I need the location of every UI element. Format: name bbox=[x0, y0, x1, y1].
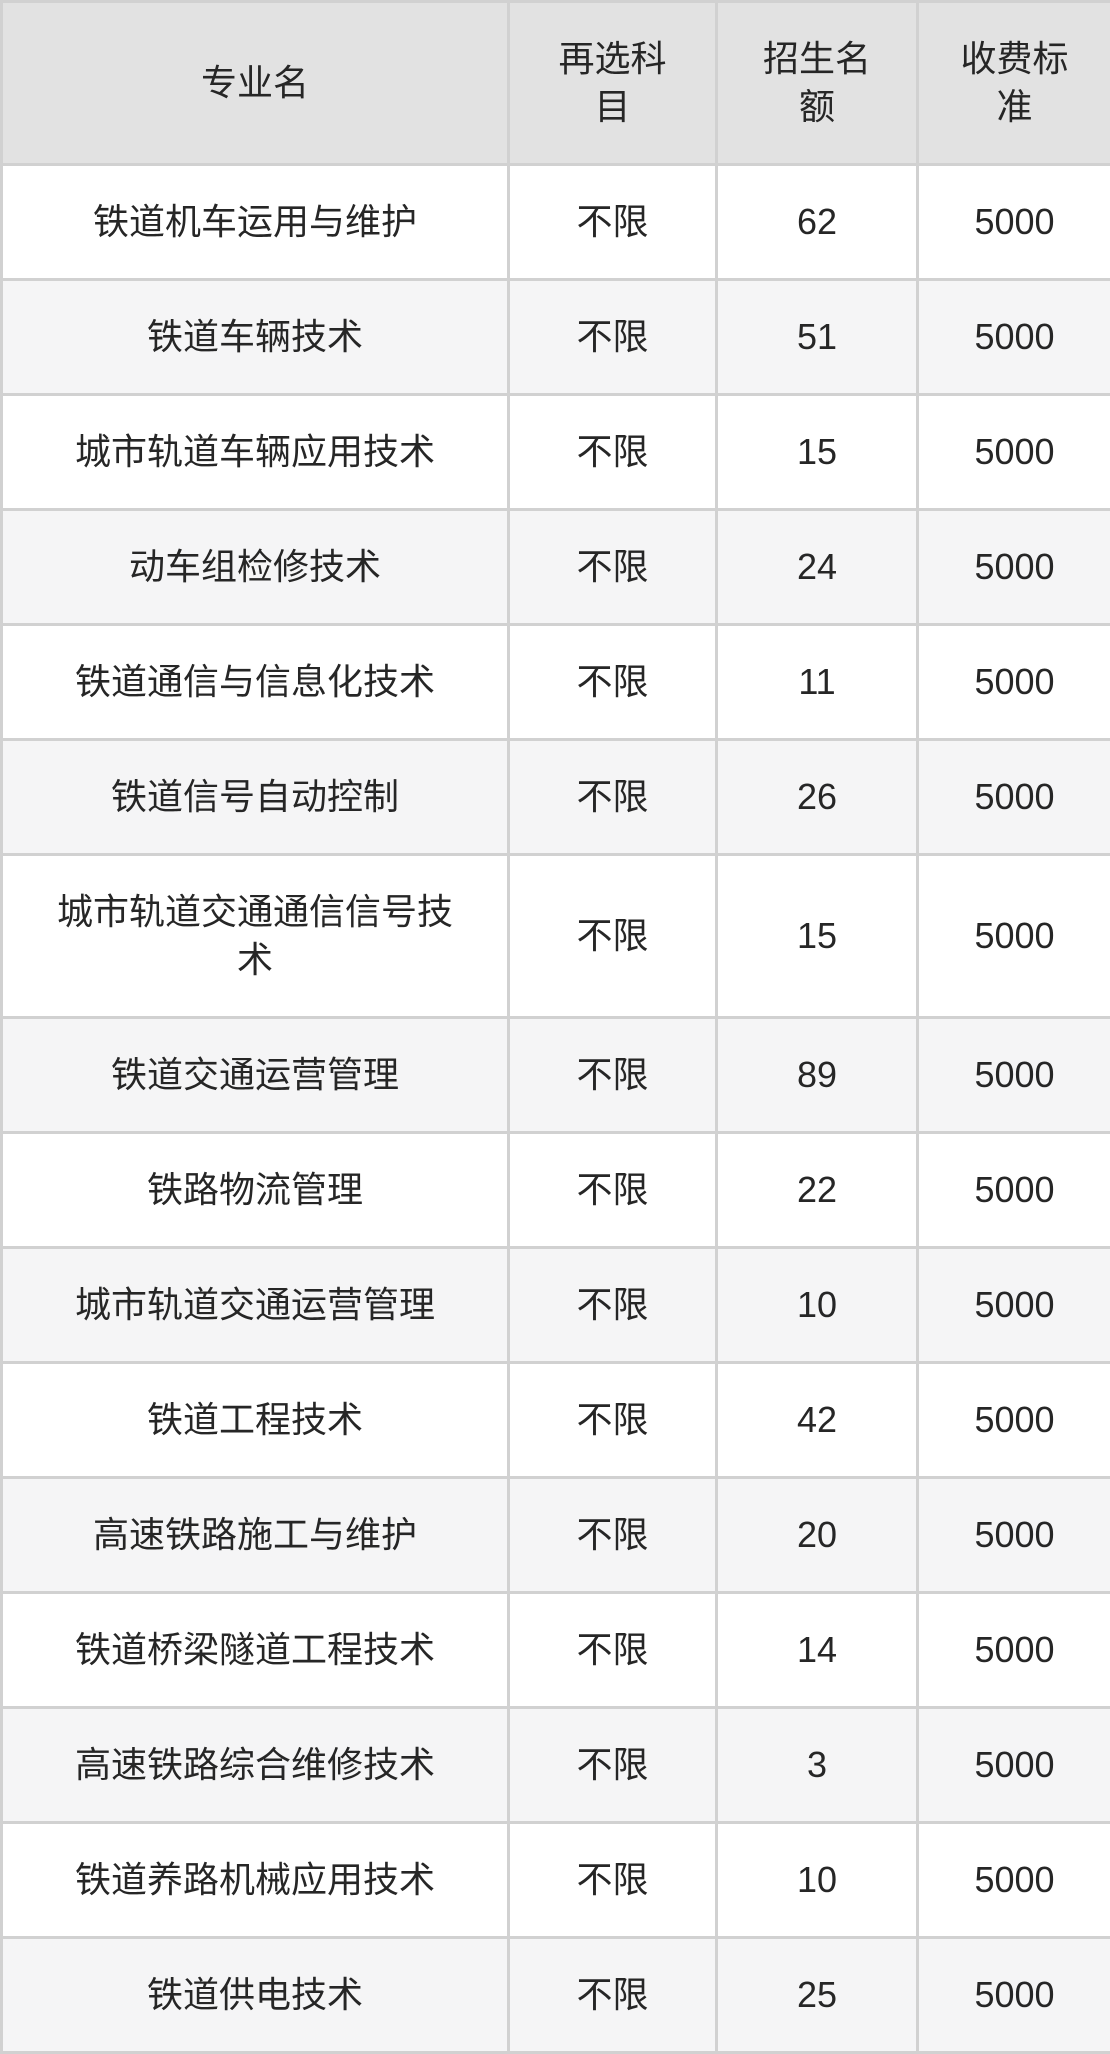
cell-fee-standard: 5000 bbox=[918, 1478, 1110, 1593]
cell-reselect-subject: 不限 bbox=[509, 510, 717, 625]
cell-major-name: 铁路物流管理 bbox=[2, 1133, 509, 1248]
cell-major-name: 城市轨道车辆应用技术 bbox=[2, 395, 509, 510]
cell-major-name: 铁道车辆技术 bbox=[2, 280, 509, 395]
cell-reselect-subject: 不限 bbox=[509, 1133, 717, 1248]
cell-enrollment-quota: 26 bbox=[717, 740, 918, 855]
cell-enrollment-quota: 42 bbox=[717, 1363, 918, 1478]
cell-major-name: 城市轨道交通通信信号技术 bbox=[2, 855, 509, 1018]
cell-enrollment-quota: 3 bbox=[717, 1708, 918, 1823]
cell-enrollment-quota: 51 bbox=[717, 280, 918, 395]
cell-enrollment-quota: 10 bbox=[717, 1823, 918, 1938]
cell-enrollment-quota: 22 bbox=[717, 1133, 918, 1248]
cell-reselect-subject: 不限 bbox=[509, 1823, 717, 1938]
cell-major-name: 铁道桥梁隧道工程技术 bbox=[2, 1593, 509, 1708]
cell-major-name: 铁道供电技术 bbox=[2, 1938, 509, 2053]
cell-fee-standard: 5000 bbox=[918, 1823, 1110, 1938]
cell-fee-standard: 5000 bbox=[918, 1593, 1110, 1708]
cell-enrollment-quota: 89 bbox=[717, 1018, 918, 1133]
cell-major-name: 铁道工程技术 bbox=[2, 1363, 509, 1478]
column-header-major-name: 专业名 bbox=[2, 2, 509, 165]
cell-fee-standard: 5000 bbox=[918, 1938, 1110, 2053]
cell-major-name: 高速铁路施工与维护 bbox=[2, 1478, 509, 1593]
cell-reselect-subject: 不限 bbox=[509, 1018, 717, 1133]
cell-enrollment-quota: 62 bbox=[717, 165, 918, 280]
cell-fee-standard: 5000 bbox=[918, 1248, 1110, 1363]
cell-fee-standard: 5000 bbox=[918, 165, 1110, 280]
cell-major-name: 铁道养路机械应用技术 bbox=[2, 1823, 509, 1938]
cell-reselect-subject: 不限 bbox=[509, 1938, 717, 2053]
cell-major-name: 高速铁路综合维修技术 bbox=[2, 1708, 509, 1823]
cell-enrollment-quota: 11 bbox=[717, 625, 918, 740]
cell-fee-standard: 5000 bbox=[918, 280, 1110, 395]
cell-enrollment-quota: 10 bbox=[717, 1248, 918, 1363]
cell-reselect-subject: 不限 bbox=[509, 1708, 717, 1823]
cell-enrollment-quota: 15 bbox=[717, 395, 918, 510]
cell-reselect-subject: 不限 bbox=[509, 1593, 717, 1708]
cell-enrollment-quota: 20 bbox=[717, 1478, 918, 1593]
cell-reselect-subject: 不限 bbox=[509, 1248, 717, 1363]
cell-reselect-subject: 不限 bbox=[509, 1363, 717, 1478]
column-header-enrollment-quota: 招生名额 bbox=[717, 2, 918, 165]
cell-fee-standard: 5000 bbox=[918, 1018, 1110, 1133]
column-header-fee-standard: 收费标准 bbox=[918, 2, 1110, 165]
cell-fee-standard: 5000 bbox=[918, 510, 1110, 625]
cell-major-name: 铁道机车运用与维护 bbox=[2, 165, 509, 280]
cell-reselect-subject: 不限 bbox=[509, 855, 717, 1018]
cell-reselect-subject: 不限 bbox=[509, 740, 717, 855]
cell-major-name: 动车组检修技术 bbox=[2, 510, 509, 625]
cell-reselect-subject: 不限 bbox=[509, 395, 717, 510]
cell-reselect-subject: 不限 bbox=[509, 280, 717, 395]
cell-major-name: 铁道通信与信息化技术 bbox=[2, 625, 509, 740]
cell-fee-standard: 5000 bbox=[918, 395, 1110, 510]
cell-enrollment-quota: 24 bbox=[717, 510, 918, 625]
cell-fee-standard: 5000 bbox=[918, 740, 1110, 855]
cell-enrollment-quota: 15 bbox=[717, 855, 918, 1018]
cell-fee-standard: 5000 bbox=[918, 1363, 1110, 1478]
cell-major-name: 城市轨道交通运营管理 bbox=[2, 1248, 509, 1363]
cell-reselect-subject: 不限 bbox=[509, 625, 717, 740]
cell-reselect-subject: 不限 bbox=[509, 165, 717, 280]
cell-major-name: 铁道信号自动控制 bbox=[2, 740, 509, 855]
cell-fee-standard: 5000 bbox=[918, 625, 1110, 740]
cell-fee-standard: 5000 bbox=[918, 1133, 1110, 1248]
cell-enrollment-quota: 25 bbox=[717, 1938, 918, 2053]
cell-reselect-subject: 不限 bbox=[509, 1478, 717, 1593]
cell-major-name: 铁道交通运营管理 bbox=[2, 1018, 509, 1133]
cell-fee-standard: 5000 bbox=[918, 855, 1110, 1018]
cell-enrollment-quota: 14 bbox=[717, 1593, 918, 1708]
column-header-reselect-subject: 再选科目 bbox=[509, 2, 717, 165]
table-header: 专业名再选科目招生名额收费标准 bbox=[2, 2, 1110, 165]
cell-fee-standard: 5000 bbox=[918, 1708, 1110, 1823]
header-row: 专业名再选科目招生名额收费标准 bbox=[2, 2, 1110, 165]
